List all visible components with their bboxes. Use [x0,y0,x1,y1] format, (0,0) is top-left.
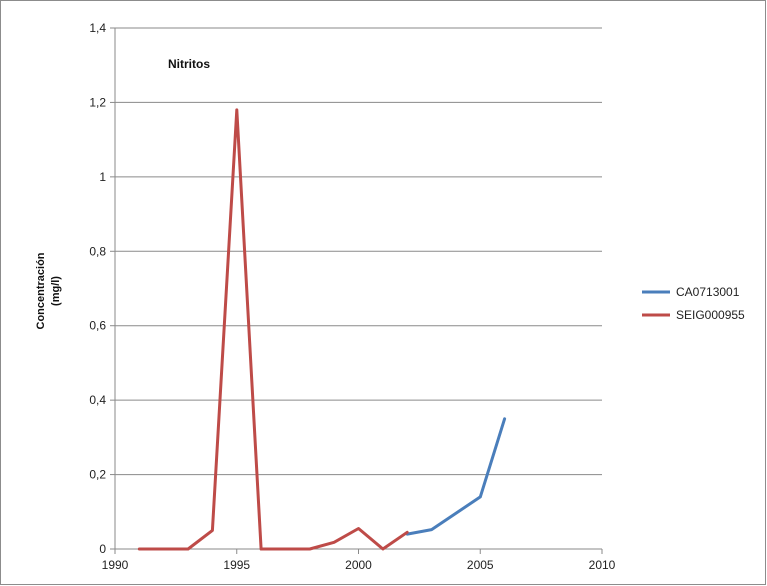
y-axis-label: Concentración (mg/l) [35,252,62,329]
y-tick-label: 0,2 [89,468,106,482]
y-tick-label: 0,4 [89,393,106,407]
y-axis-label-group: Concentración (mg/l) [35,252,62,329]
legend-entry: CA0713001 [676,285,740,299]
x-tick-label: 2010 [589,558,616,572]
y-tick-label: 1,4 [89,21,106,35]
y-tick-labels: 0 0,2 0,4 0,6 0,8 1 1,2 1,4 [89,21,106,556]
legend-entry: SEIG000955 [676,308,745,322]
series-line-CA0713001 [405,417,507,536]
y-tick-label: 0 [99,542,106,556]
y-axis-label-line: Concentración [35,252,47,329]
legend: CA0713001 SEIG000955 [642,285,745,322]
x-tick-labels: 1990 1995 2000 2005 2010 [102,558,616,572]
x-tick-label: 1990 [102,558,129,572]
x-tick-label: 2005 [467,558,494,572]
y-tick-label: 1 [99,170,106,184]
series-lines [137,108,507,551]
series-line-SEIG000955 [137,108,409,551]
axes [114,28,603,554]
y-tick-label: 1,2 [89,95,106,109]
y-axis-label-line: (mg/l) [50,276,62,306]
y-tick-label: 0,6 [89,319,106,333]
x-tick-label: 2000 [345,558,372,572]
x-tick-label: 1995 [223,558,250,572]
gridlines [110,27,602,550]
y-tick-label: 0,8 [89,244,106,258]
chart-title: Nitritos [168,57,210,71]
